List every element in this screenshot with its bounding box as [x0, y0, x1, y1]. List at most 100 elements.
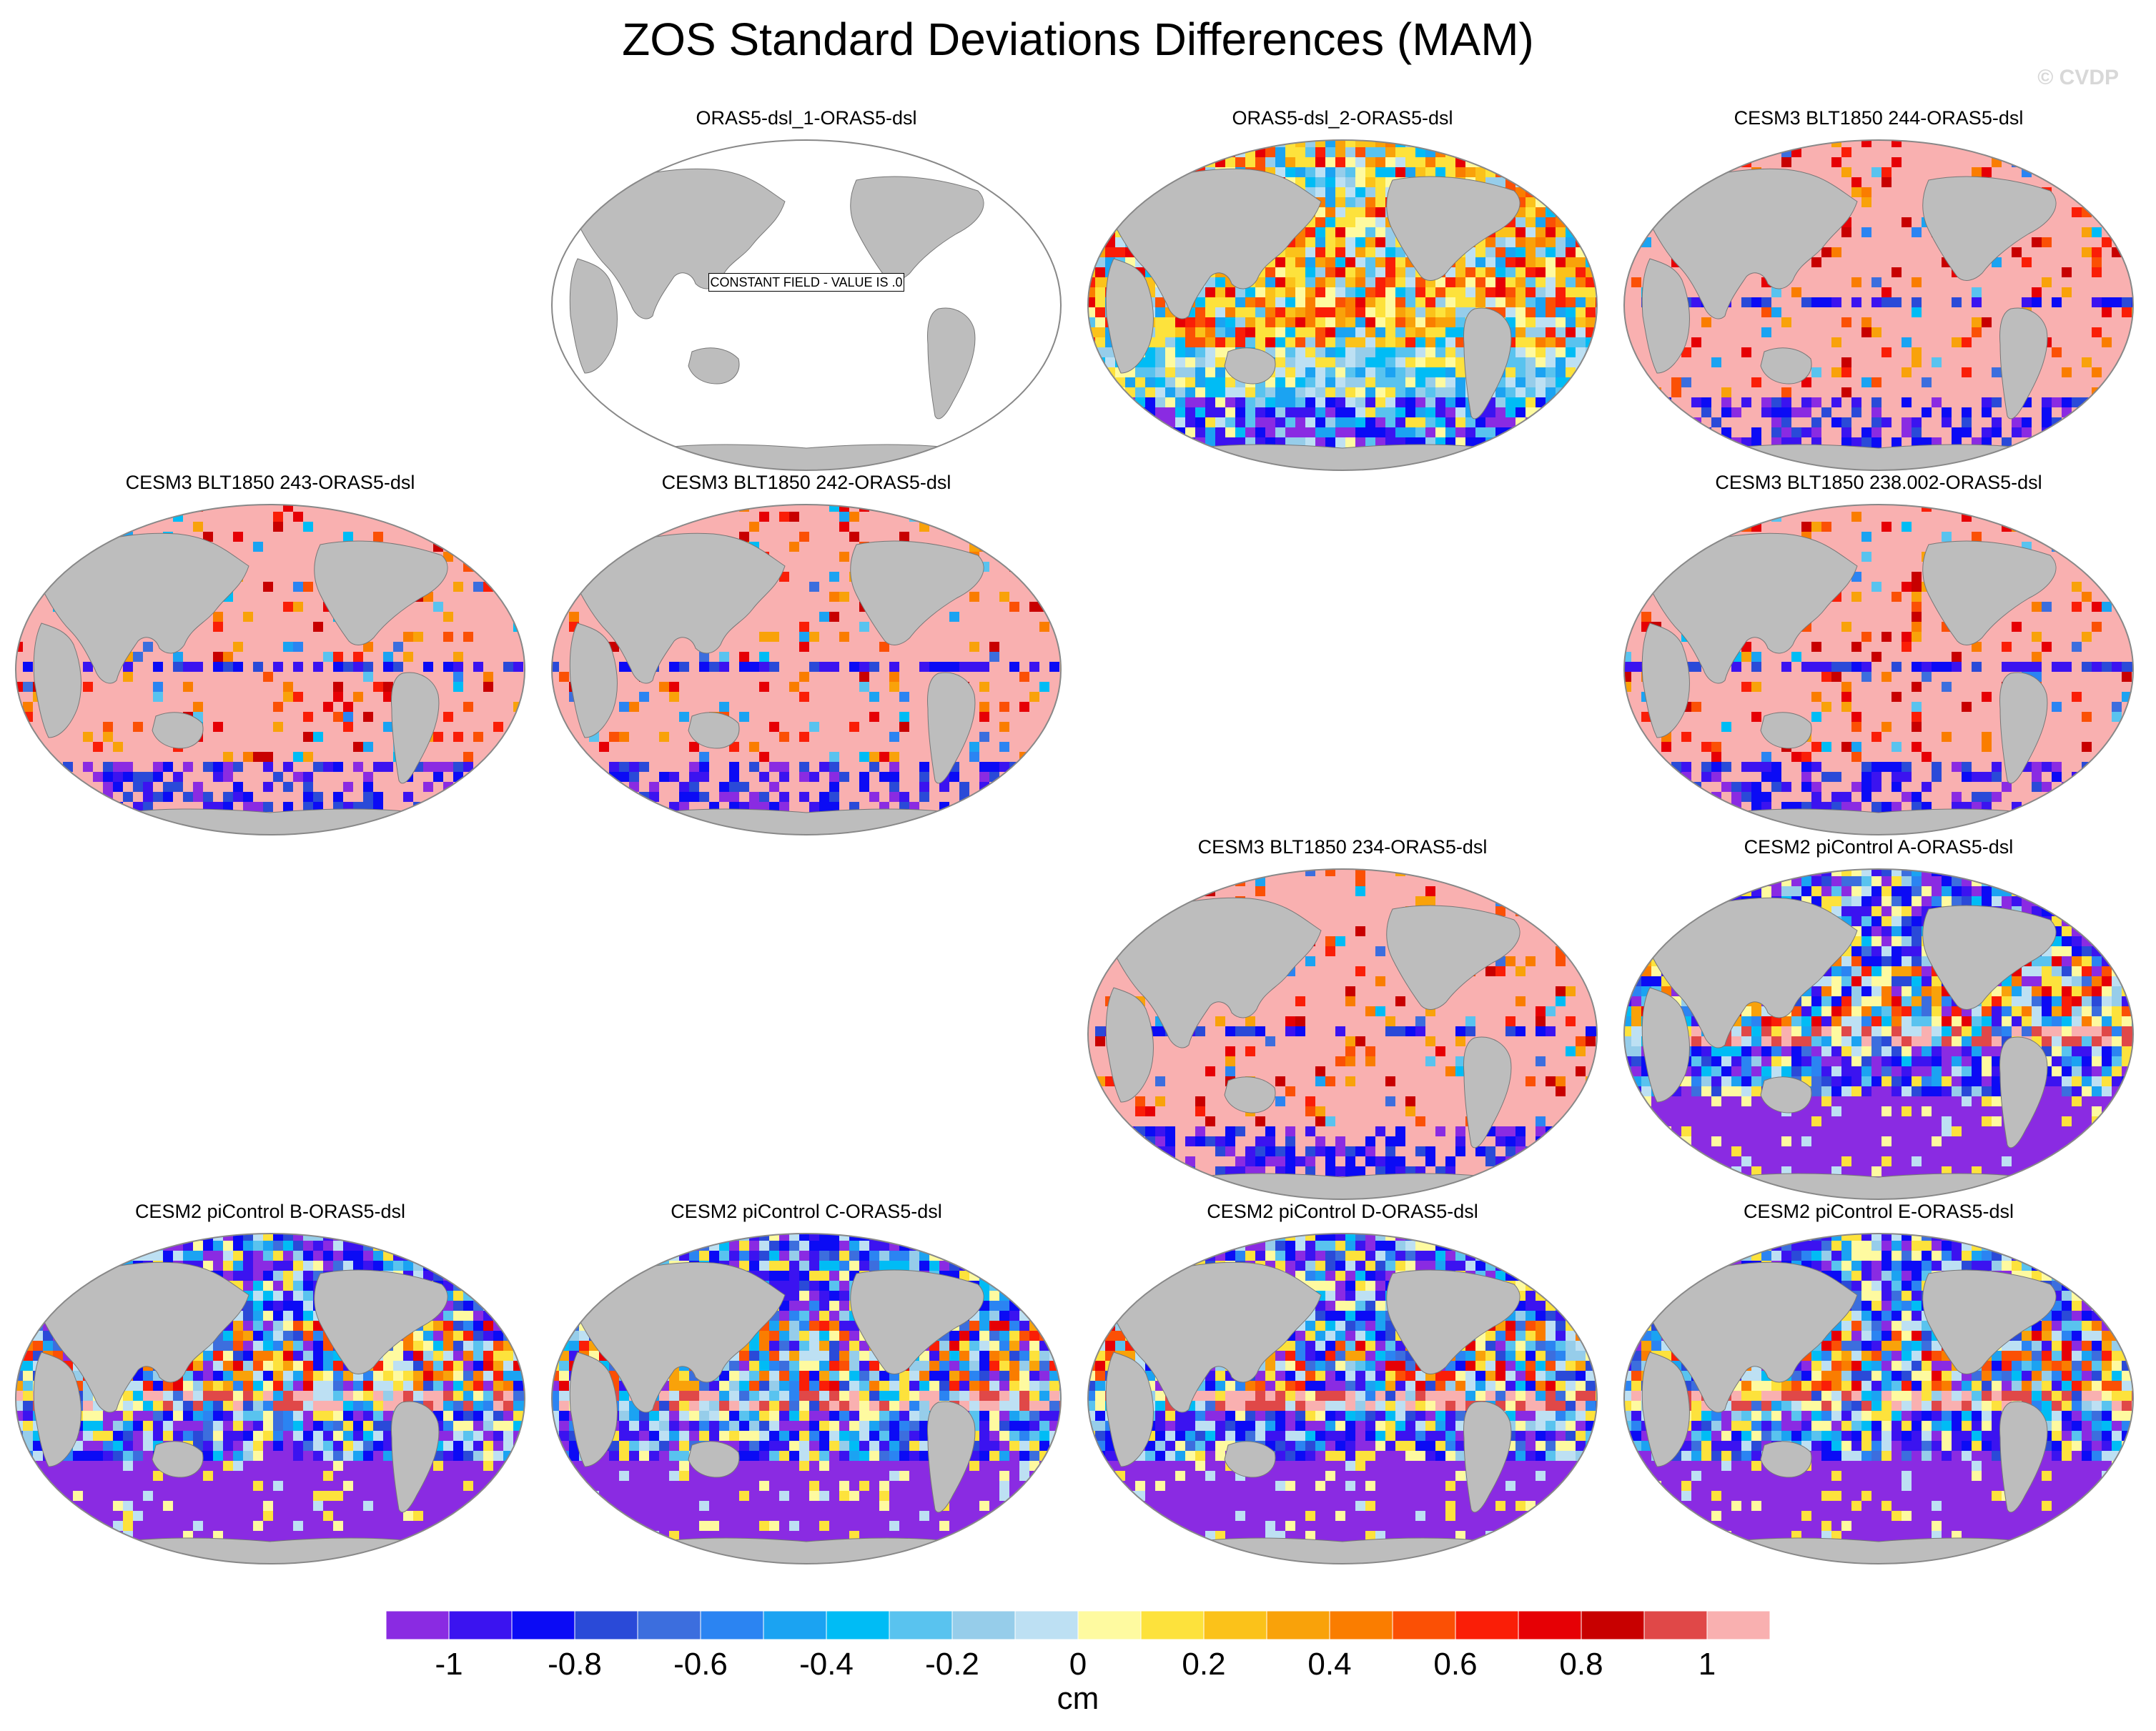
field-cell	[1546, 387, 1556, 397]
field-cell	[343, 512, 353, 522]
field-cell	[183, 692, 193, 702]
field-cell	[1155, 467, 1165, 470]
field-cell	[1175, 157, 1185, 167]
field-cell	[483, 692, 493, 702]
field-cell	[1641, 217, 1651, 227]
field-cell	[1275, 377, 1285, 387]
field-cell	[1641, 177, 1651, 187]
field-cell	[1365, 267, 1375, 277]
field-cell	[1315, 397, 1325, 407]
field-cell	[403, 612, 413, 622]
field-cell	[1345, 297, 1355, 307]
field-cell	[1305, 177, 1315, 187]
field-cell	[143, 682, 153, 692]
field-cell	[1892, 377, 1902, 387]
field-cell	[1546, 437, 1556, 447]
field-cell	[483, 542, 493, 552]
field-cell	[2052, 247, 2062, 257]
field-cell	[1556, 157, 1566, 167]
field-cell	[273, 652, 283, 662]
field-cell	[1624, 307, 1631, 317]
field-cell	[2012, 140, 2022, 147]
field-cell	[323, 622, 333, 632]
field-cell	[2102, 197, 2112, 207]
field-cell	[1831, 257, 1841, 267]
field-cell	[1671, 417, 1681, 427]
field-cell	[263, 682, 273, 692]
field-cell	[323, 532, 333, 542]
field-cell	[1982, 327, 1992, 337]
field-cell	[353, 532, 363, 542]
field-cell	[1105, 357, 1115, 367]
field-cell	[1741, 307, 1751, 317]
field-cell	[1325, 397, 1335, 407]
field-cell	[63, 542, 73, 552]
field-cell	[1365, 317, 1375, 327]
field-cell	[1385, 237, 1395, 247]
field-cell	[1586, 297, 1596, 307]
field-cell	[503, 762, 513, 772]
field-cell	[1415, 387, 1425, 397]
field-cell	[143, 692, 153, 702]
field-cell	[1235, 317, 1245, 327]
field-cell	[253, 672, 263, 682]
field-cell	[1651, 177, 1661, 187]
field-cell	[2132, 427, 2133, 437]
field-cell	[1305, 347, 1315, 357]
panel-title: ORAS5-dsl_1-ORAS5-dsl	[696, 107, 917, 129]
field-cell	[1861, 407, 1871, 417]
field-cell	[223, 752, 233, 762]
field-cell	[453, 582, 463, 592]
field-cell	[1435, 287, 1445, 297]
field-cell	[2042, 267, 2052, 277]
field-cell	[433, 652, 443, 662]
field-cell	[473, 522, 483, 532]
world-map	[15, 504, 525, 835]
field-cell	[1115, 467, 1125, 470]
field-cell	[1536, 337, 1546, 347]
field-cell	[1972, 327, 1982, 337]
field-cell	[523, 752, 525, 762]
field-cell	[293, 702, 303, 712]
field-cell	[193, 642, 203, 652]
field-cell	[1095, 237, 1105, 247]
field-cell	[1125, 417, 1135, 427]
field-cell	[1892, 277, 1902, 287]
field-cell	[2112, 337, 2122, 347]
field-cell	[1285, 157, 1295, 167]
field-cell	[433, 612, 443, 622]
field-cell	[1841, 427, 1851, 437]
field-cell	[333, 682, 343, 692]
field-cell	[1912, 227, 1922, 237]
field-cell	[363, 762, 373, 772]
field-cell	[1345, 437, 1355, 447]
field-cell	[2122, 397, 2132, 407]
field-cell	[1515, 457, 1525, 467]
field-cell	[1305, 397, 1315, 407]
field-cell	[2122, 237, 2132, 247]
field-cell	[1536, 377, 1546, 387]
field-cell	[1205, 287, 1215, 297]
field-cell	[1175, 347, 1185, 357]
field-cell	[1871, 297, 1881, 307]
field-cell	[1576, 297, 1586, 307]
field-cell	[1651, 457, 1661, 467]
field-cell	[1851, 427, 1861, 437]
field-cell	[173, 702, 183, 712]
field-cell	[1455, 317, 1465, 327]
field-cell	[1095, 167, 1105, 177]
field-cell	[1892, 407, 1902, 417]
field-cell	[2092, 167, 2102, 177]
field-cell	[1681, 357, 1691, 367]
field-cell	[1465, 140, 1475, 147]
field-cell	[43, 505, 53, 512]
field-cell	[1245, 287, 1255, 297]
field-cell	[1861, 417, 1871, 427]
field-cell	[353, 752, 363, 762]
field-cell	[1671, 447, 1681, 457]
field-cell	[2112, 457, 2122, 467]
field-cell	[23, 642, 33, 652]
field-cell	[283, 692, 293, 702]
field-cell	[1536, 247, 1546, 257]
field-cell	[293, 592, 303, 602]
